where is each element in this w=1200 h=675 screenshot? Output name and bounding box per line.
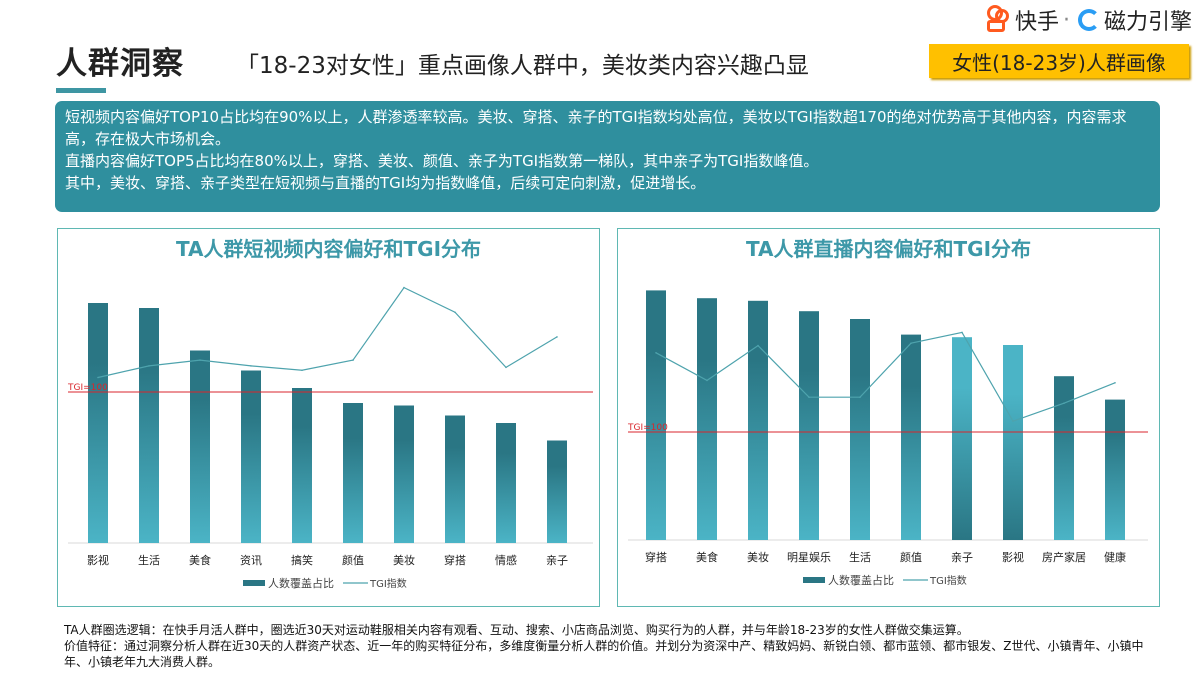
segment-tag: 女性(18-23岁)人群画像	[929, 44, 1189, 78]
tgi-point	[961, 331, 963, 334]
tgi-point	[352, 359, 354, 361]
short-video-chart-panel: TA人群短视频内容偏好和TGI分布 影视 生活 美食 资讯 搞笑 颜值 美妆 穿搭 情感 亲子 TG…	[57, 228, 600, 607]
legend-line-label: TGI指数	[369, 577, 407, 590]
tgi-point	[910, 342, 912, 344]
chart-title: TA人群直播内容偏好和TGI分布	[745, 237, 1032, 261]
tgi-point	[808, 396, 810, 398]
short-video-chart: 影视 生活 美食 资讯 搞笑 颜值 美妆 穿搭 情感 亲子 TGI=100 人数覆盖占比 TGI指数	[67, 286, 593, 590]
x-tick-label: 健康	[1104, 550, 1126, 564]
x-tick-label: 美食	[696, 550, 718, 564]
tgi-point	[556, 336, 558, 338]
summary-line: 直播内容偏好TOP5占比均在80%以上，穿搭、美妆、颜值、亲子为TGI指数第一梯…	[65, 152, 819, 170]
legend-bar-label: 人数覆盖占比	[828, 573, 894, 587]
footnote-line: TA人群圈选逻辑：在快手月活人群中，圈选近30天对运动鞋服相关内容有观看、互动、…	[64, 623, 969, 637]
tgi-point	[1114, 382, 1116, 384]
bar-亲子	[952, 337, 972, 540]
title-underline	[56, 88, 106, 93]
bar-搞笑	[292, 388, 312, 543]
tgi-point	[505, 366, 507, 369]
x-tick-label: 穿搭	[645, 550, 667, 564]
brand-logo: 快手 · 磁力引擎	[985, 4, 1192, 36]
x-tick-label: 影视	[1002, 550, 1024, 564]
tgi-point	[97, 376, 99, 379]
x-tick-label: 生活	[849, 550, 871, 564]
tgi-reference-label: TGI=100	[627, 423, 668, 433]
x-tick-label: 颜值	[900, 551, 922, 564]
tgi-point	[250, 365, 252, 367]
footnote: TA人群圈选逻辑：在快手月活人群中，圈选近30天对运动鞋服相关内容有观看、互动、…	[64, 622, 1164, 670]
tgi-line	[97, 286, 558, 379]
page-subtitle: 「18-23对女性」重点画像人群中，美妆类内容兴趣凸显	[236, 53, 809, 79]
logo-separator: ·	[1062, 7, 1070, 33]
x-tick-label: 明星娱乐	[787, 550, 831, 564]
bar-美食	[190, 350, 210, 543]
bar-穿搭	[445, 415, 465, 543]
bar-美妆	[748, 300, 768, 540]
bar-健康	[1105, 399, 1125, 540]
bar-影视	[1003, 345, 1023, 540]
x-tick-label: 美妆	[747, 551, 769, 564]
x-tick-label: 搞笑	[291, 553, 313, 567]
tgi-point	[403, 286, 405, 289]
cili-engine-logo-icon	[1077, 9, 1100, 31]
bar-美食	[697, 298, 717, 540]
bar-情感	[496, 423, 516, 543]
tgi-point	[301, 369, 303, 372]
summary-line: 短视频内容偏好TOP10占比均在90%以上，人群渗透率较高。美妆、穿搭、亲子的T…	[65, 108, 1127, 148]
x-tick-label: 情感	[495, 554, 517, 567]
tgi-line	[655, 331, 1116, 422]
logo-brand1: 快手	[1014, 10, 1059, 35]
tgi-point	[148, 365, 150, 367]
tgi-point	[199, 359, 201, 361]
x-tick-label: 影视	[87, 553, 109, 567]
footnote-line: 价值特征：通过洞察分析人群在近30天的人群资产状态、近一年的购买特征分布，多维度…	[64, 639, 1144, 669]
legend-bar-swatch	[243, 580, 265, 586]
bar-亲子	[547, 440, 567, 543]
tgi-reference-label: TGI=100	[67, 383, 108, 393]
x-tick-label: 资讯	[240, 554, 262, 567]
summary-line: 其中，美妆、穿搭、亲子类型在短视频与直播的TGI均为指数峰值，后续可定向刺激，促…	[65, 174, 706, 192]
bar-穿搭	[646, 290, 666, 540]
bar-明星娱乐	[799, 311, 819, 540]
page-title: 人群洞察	[56, 46, 184, 82]
bar-美妆	[394, 405, 414, 543]
tgi-point	[454, 311, 456, 314]
live-chart: 穿搭 美食 美妆 明星娱乐 生活 颜值 亲子 影视 房产家居 健康 TGI=100 人数覆盖占比 TGI…	[627, 290, 1148, 587]
bar-颜值	[343, 403, 363, 543]
bar-生活	[139, 308, 159, 543]
bar-生活	[850, 319, 870, 540]
summary-box: 短视频内容偏好TOP10占比均在90%以上，人群渗透率较高。美妆、穿搭、亲子的T…	[55, 101, 1160, 212]
bar-房产家居	[1054, 376, 1074, 540]
legend-bar-label: 人数覆盖占比	[268, 576, 334, 590]
tgi-point	[859, 396, 861, 398]
bar-颜值	[901, 334, 921, 540]
x-tick-label: 美妆	[393, 554, 415, 567]
x-tick-label: 亲子	[546, 553, 568, 567]
tgi-point	[1063, 402, 1065, 404]
x-tick-label: 亲子	[951, 550, 973, 564]
x-tick-label: 房产家居	[1042, 550, 1086, 564]
tgi-point	[757, 344, 759, 347]
x-tick-label: 生活	[138, 553, 160, 567]
logo-brand2: 磁力引擎	[1103, 10, 1192, 35]
bar-影视	[88, 303, 108, 543]
x-tick-label: 美食	[189, 553, 211, 567]
tgi-point	[1012, 420, 1014, 422]
bar-资讯	[241, 370, 261, 543]
live-chart-panel: TA人群直播内容偏好和TGI分布 穿搭 美食 美妆 明星娱乐 生活 颜值 亲子 影视 房产家居 健…	[617, 228, 1160, 607]
chart-title: TA人群短视频内容偏好和TGI分布	[175, 237, 482, 261]
x-tick-label: 穿搭	[444, 553, 466, 567]
kuaishou-logo-icon	[985, 5, 1011, 35]
legend-bar-swatch	[803, 577, 825, 583]
tgi-point	[655, 352, 657, 354]
x-tick-label: 颜值	[342, 554, 364, 567]
legend-line-label: TGI指数	[929, 574, 967, 587]
tgi-point	[706, 379, 708, 382]
